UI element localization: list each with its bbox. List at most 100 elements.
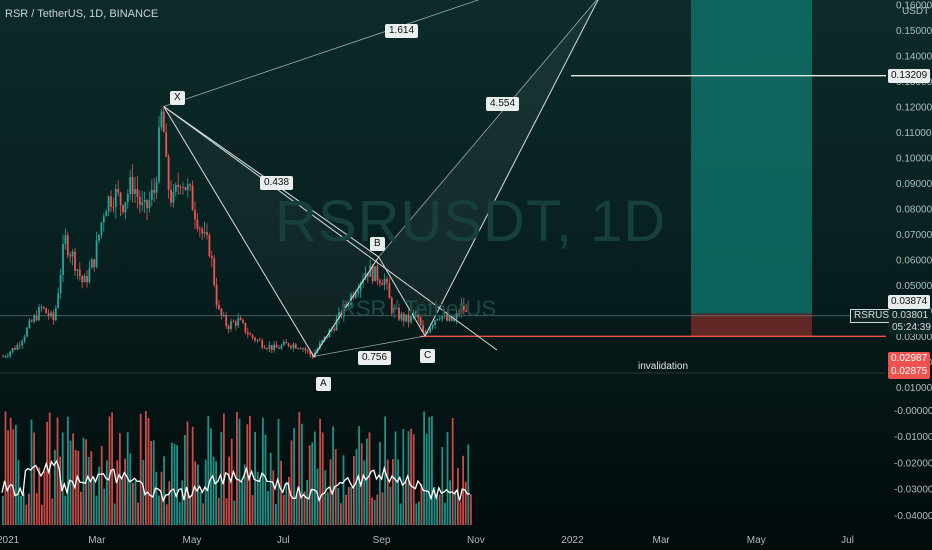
volume-bar: [35, 493, 38, 525]
oscillator-axis-tick: -0.04000: [894, 511, 932, 522]
candle-body: [26, 327, 28, 337]
volume-bar: [267, 491, 269, 525]
volume-bar: [4, 411, 7, 525]
volume-bar: [371, 497, 373, 525]
cd-leg: [424, 0, 599, 337]
volume-bar: [228, 456, 230, 525]
candle-body: [306, 350, 309, 352]
candle-body: [239, 318, 242, 321]
candle-body: [9, 351, 12, 356]
volume-bar: [210, 428, 212, 525]
candle-body: [441, 316, 444, 319]
volume-bar: [98, 466, 100, 525]
candle-body: [311, 354, 314, 358]
time-axis-tick: May: [183, 535, 202, 546]
volume-bar: [64, 495, 67, 525]
candle-body: [90, 259, 93, 269]
candle-body: [297, 348, 300, 350]
volume-bar: [329, 459, 332, 525]
volume-bar: [327, 492, 329, 525]
candle-body: [83, 275, 86, 283]
candle-body: [321, 340, 324, 344]
candle-body: [174, 184, 177, 192]
candle-body: [398, 307, 400, 320]
volume-bar: [2, 495, 4, 525]
pattern-legs: [163, 106, 426, 358]
chart-title[interactable]: RSR / TetherUS, 1D, BINANCE: [5, 8, 159, 20]
volume-bar: [392, 458, 394, 525]
volume-bar: [459, 501, 462, 525]
volume-bar: [207, 416, 210, 525]
time-axis-tick: Jul: [277, 535, 290, 546]
time-axis: 2021 Mar May Jul Sep Nov 2022 Mar May Jul: [0, 535, 854, 546]
volume-bar: [204, 459, 207, 525]
candle-body: [266, 348, 268, 350]
candle-body: [45, 308, 48, 314]
pattern-point-a: A: [316, 377, 331, 391]
volume-bar: [418, 501, 420, 525]
candle-body: [395, 307, 398, 309]
volume-bar: [332, 426, 334, 525]
volume-bar: [241, 481, 243, 525]
volume-bar: [366, 438, 368, 525]
volume-bar: [119, 433, 121, 525]
volume-bar: [103, 488, 106, 525]
candle-body: [40, 307, 43, 308]
candle-body: [386, 278, 388, 283]
candle-body: [170, 189, 172, 203]
volume-bar: [298, 411, 301, 525]
volume-bar: [293, 428, 295, 525]
volume-bar: [431, 416, 433, 525]
candle-body: [448, 316, 451, 321]
candle-body: [285, 341, 288, 344]
volume-bar: [470, 494, 472, 525]
time-axis-tick: Nov: [467, 535, 485, 546]
candle-body: [35, 315, 38, 321]
candle-body: [57, 293, 60, 308]
volume-bar: [184, 435, 186, 525]
candle-body: [378, 280, 381, 284]
oscillator-axis-tick: -0.00000: [894, 406, 932, 417]
volume-bar: [142, 459, 145, 525]
candle-body: [390, 298, 393, 314]
volume-bar: [412, 434, 415, 525]
volume-bar: [74, 449, 77, 525]
volume-bar: [59, 456, 61, 525]
candle-body: [184, 187, 187, 191]
ratio-label-ac: 0.756: [358, 351, 392, 365]
candle-body: [189, 184, 192, 186]
symbol-watermark-sub: RSR / TetherUS: [340, 296, 497, 321]
volume-bar: [168, 481, 171, 525]
candle-body: [86, 275, 88, 283]
candle-body: [249, 334, 252, 336]
candle-body: [278, 347, 280, 349]
volume-bar: [116, 460, 119, 525]
ratio-label-bd: 4.554: [486, 97, 520, 111]
volume-bar: [249, 416, 251, 525]
candle-body: [136, 189, 139, 197]
volume-bar: [132, 482, 134, 525]
volume-bar: [189, 495, 191, 525]
volume-bar: [301, 423, 303, 525]
candle-body: [302, 348, 304, 350]
candle-body: [412, 313, 415, 315]
candle-body: [11, 348, 14, 352]
volume-bar: [282, 494, 285, 525]
candle-body: [203, 232, 206, 234]
time-axis-tick: May: [747, 535, 766, 546]
candle-body: [54, 307, 57, 321]
volume-bar: [191, 426, 194, 525]
volume-bar: [449, 480, 451, 525]
volume-bar: [275, 503, 277, 525]
price-axis-tick: 0.08000: [896, 205, 932, 216]
volume-bar: [444, 502, 446, 525]
candle-body: [354, 293, 357, 298]
candle-body: [410, 314, 412, 323]
volume-bar: [324, 470, 327, 525]
time-axis-tick: Mar: [653, 535, 671, 546]
price-axis-tick: 0.05000: [896, 281, 932, 292]
volume-bar: [306, 480, 308, 525]
candle-body: [218, 304, 220, 309]
volume-bar: [319, 418, 321, 525]
